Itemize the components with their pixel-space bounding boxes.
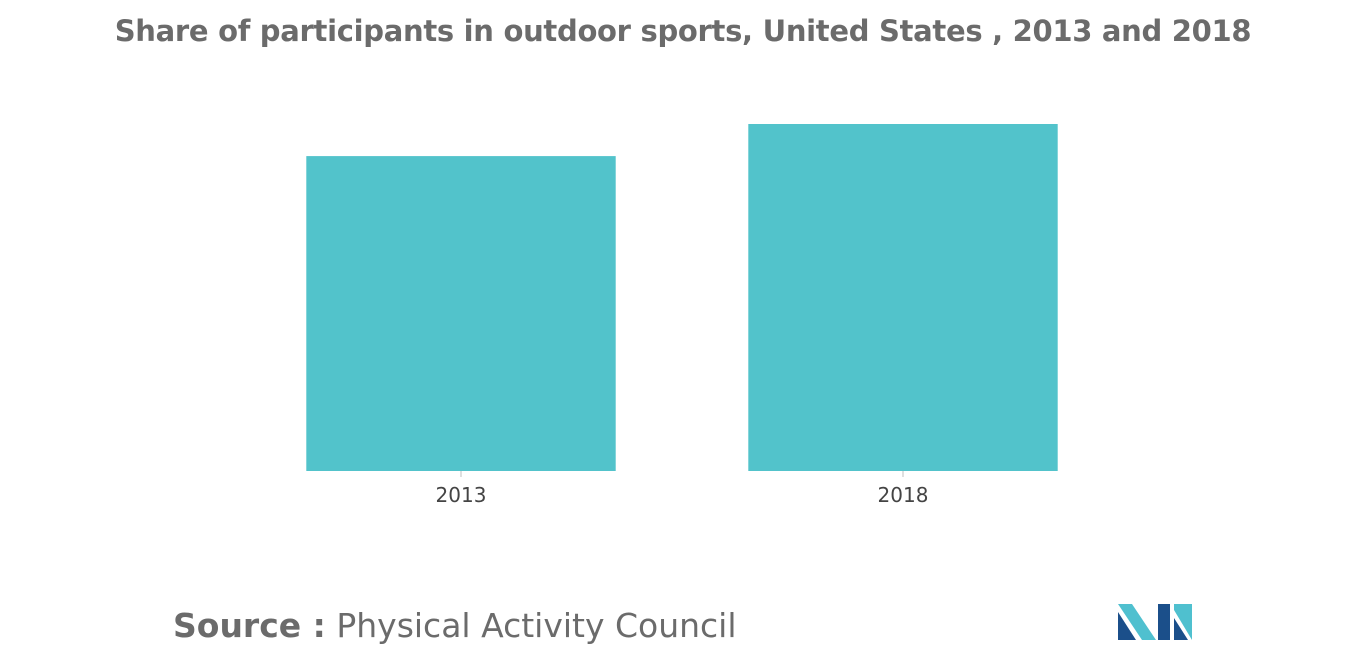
bars-layer (306, 124, 1058, 471)
x-tick-label-2013: 2013 (436, 483, 487, 507)
x-tick-label-2018: 2018 (878, 483, 929, 507)
bar-chart: 2013 2018 (306, 124, 1058, 507)
mordor-intelligence-logo-icon (1118, 604, 1192, 640)
source-value: Physical Activity Council (336, 606, 737, 645)
source-label: Source : (173, 606, 326, 645)
source-line: Source : Physical Activity Council (173, 606, 737, 645)
bar-2018 (748, 124, 1058, 471)
x-axis-ticks: 2013 2018 (436, 471, 929, 507)
chart-title: Share of participants in outdoor sports,… (114, 14, 1252, 48)
bar-2013 (306, 156, 616, 471)
